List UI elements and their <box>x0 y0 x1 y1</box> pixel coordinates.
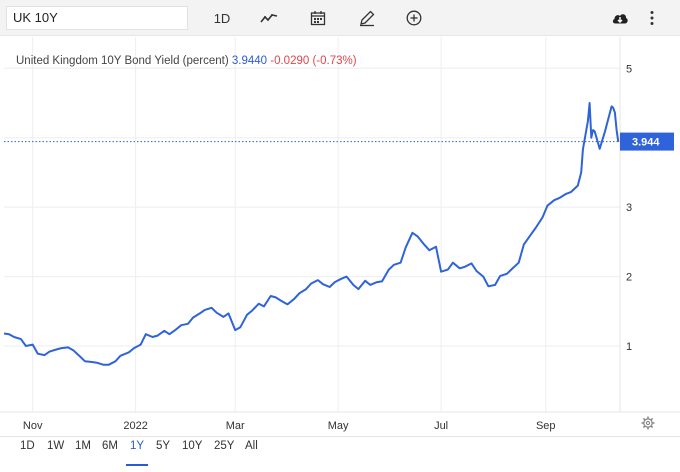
chart-legend: United Kingdom 10Y Bond Yield (percent) … <box>16 55 357 67</box>
price-series-line <box>3 102 620 366</box>
range-10y[interactable]: 10Y <box>182 440 203 452</box>
range-1y[interactable]: 1Y <box>130 440 145 452</box>
y-tick-label: 5 <box>626 63 632 75</box>
last-price-tag <box>620 132 674 151</box>
range-selector: 1D 1W 1M 6M 1Y 5Y 10Y 25Y All <box>0 436 680 460</box>
y-tick-label: 3 <box>626 202 632 214</box>
footer-divider <box>0 436 680 437</box>
range-1d[interactable]: 1D <box>20 440 35 452</box>
x-tick-label: Mar <box>226 420 245 432</box>
range-all[interactable]: All <box>245 440 258 452</box>
x-tick-label: 2022 <box>123 420 147 432</box>
range-1w[interactable]: 1W <box>47 440 65 452</box>
x-tick-label: Sep <box>536 420 556 432</box>
more-vertical-icon[interactable] <box>644 6 660 30</box>
price-chart[interactable]: 12345Nov2022MarMayJulSep 3.944 <box>0 37 680 432</box>
toolbar: UK 10Y 1D <box>0 0 680 36</box>
line-chart-icon[interactable] <box>258 6 280 30</box>
legend-series-name: United Kingdom 10Y Bond Yield (percent) <box>16 55 229 67</box>
legend-change: -0.0290 (-0.73%) <box>270 55 357 67</box>
y-tick-label: 2 <box>626 272 632 284</box>
range-25y[interactable]: 25Y <box>214 440 235 452</box>
y-tick-label: 1 <box>626 341 632 353</box>
download-icon[interactable] <box>610 6 630 30</box>
x-tick-label: Jul <box>434 420 448 432</box>
active-range-underline <box>126 464 148 466</box>
x-tick-label: Nov <box>23 420 43 432</box>
x-tick-label: May <box>328 420 349 432</box>
range-5y[interactable]: 5Y <box>156 440 171 452</box>
range-1m[interactable]: 1M <box>75 440 91 452</box>
plus-circle-icon[interactable] <box>404 6 424 30</box>
last-price-label: 3.944 <box>632 137 660 149</box>
settings-gear-icon[interactable] <box>641 416 655 430</box>
interval-button[interactable]: 1D <box>213 10 231 26</box>
pencil-icon[interactable] <box>356 6 378 30</box>
calendar-icon[interactable] <box>308 6 328 30</box>
legend-value: 3.9440 <box>231 55 268 67</box>
symbol-input[interactable]: UK 10Y <box>6 6 188 30</box>
range-6m[interactable]: 6M <box>102 440 118 452</box>
